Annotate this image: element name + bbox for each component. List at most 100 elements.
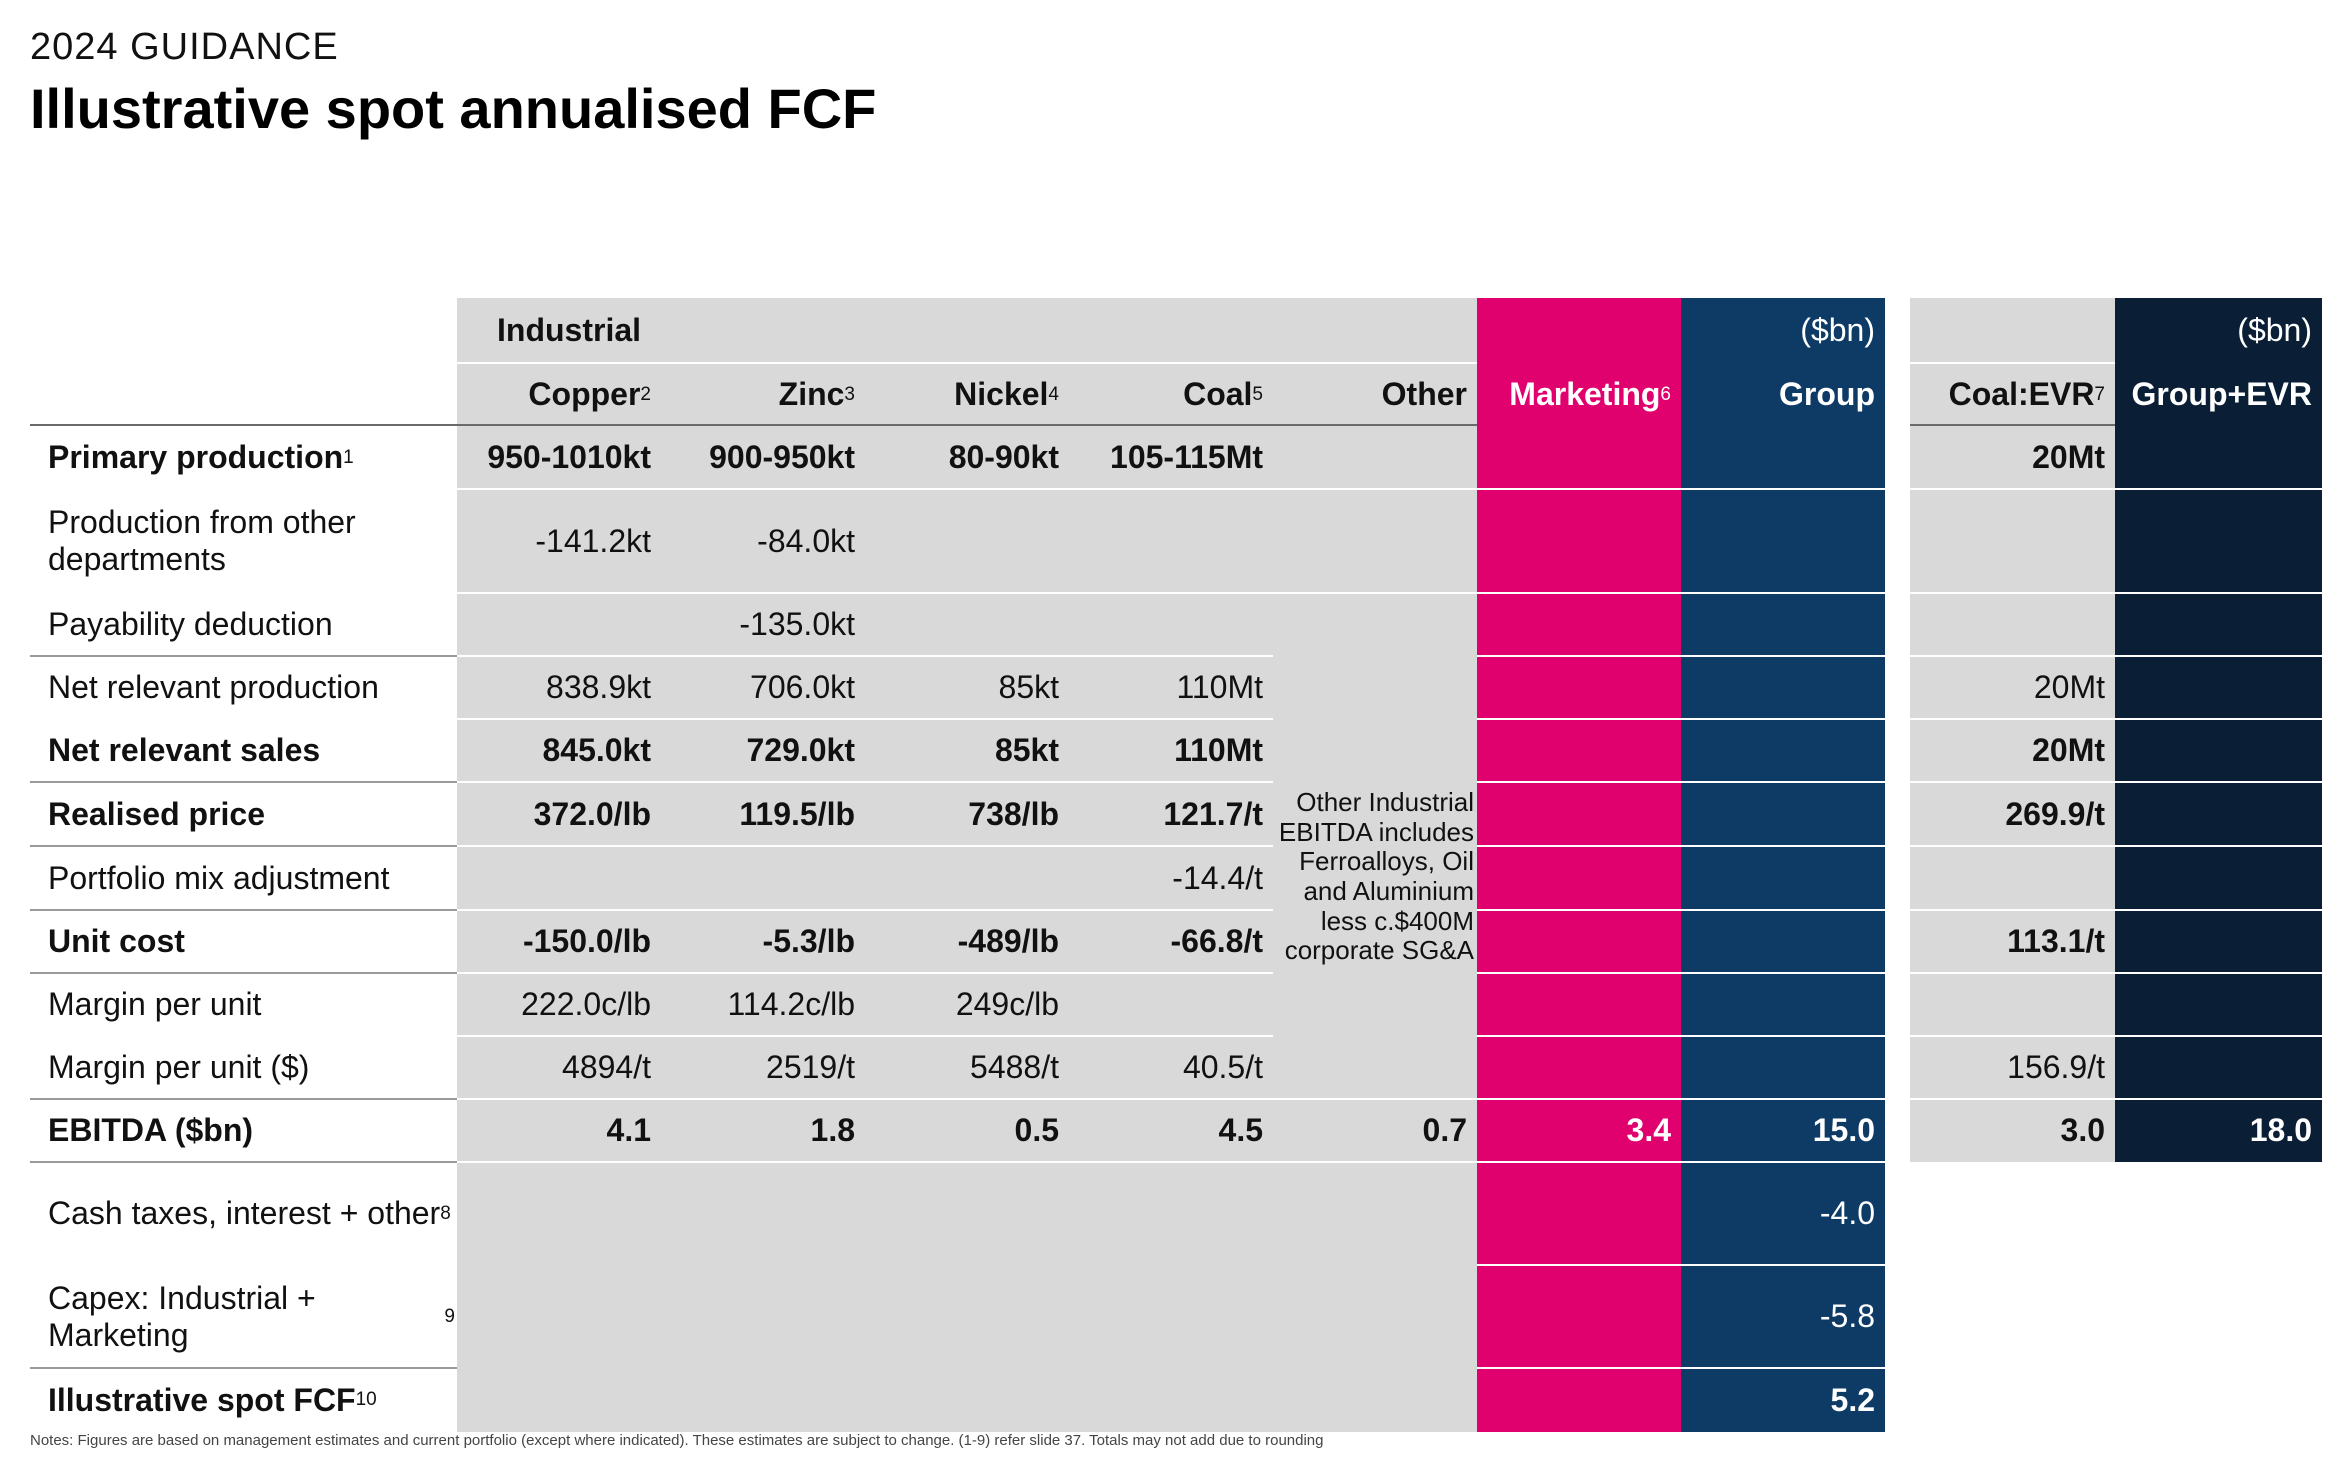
row-divider [1910, 655, 2115, 657]
header-unit-group: ($bn) [1800, 312, 1875, 349]
row-divider [2115, 1035, 2322, 1037]
row-label: Net relevant sales [48, 732, 321, 769]
row-label: Primary production 1 [48, 439, 354, 476]
table-cell-nickel: 0.5 [1014, 1112, 1059, 1149]
table-cell-group: 15.0 [1812, 1112, 1875, 1149]
table-cell-copper: 4894/t [562, 1049, 651, 1086]
row-divider [2115, 655, 2322, 657]
row-divider [1910, 488, 2115, 490]
column-background-zinc [661, 298, 865, 1432]
row-divider [457, 655, 1273, 657]
row-label: Cash taxes, interest + other 8 [48, 1195, 451, 1232]
row-divider [1910, 781, 2115, 783]
row-divider [1477, 655, 1885, 657]
table-cell-nickel: 85kt [998, 669, 1059, 706]
row-divider [1477, 1035, 1885, 1037]
table-cell-copper: -141.2kt [535, 522, 651, 559]
table-cell-copper: 4.1 [606, 1112, 651, 1149]
row-divider [30, 972, 457, 974]
column-header-marketing: Marketing 6 [1509, 376, 1671, 413]
table-cell-marketing: 3.4 [1626, 1112, 1671, 1149]
table-cell-zinc: 114.2c/lb [727, 986, 856, 1023]
table-cell-copper: 372.0/lb [533, 795, 651, 832]
row-divider [30, 845, 457, 847]
column-header-group: Group [1779, 376, 1875, 413]
row-divider [30, 655, 457, 657]
row-label: Payability deduction [48, 606, 333, 643]
column-header-group_evr: Group+EVR [2131, 376, 2312, 413]
row-divider [30, 909, 457, 911]
table-cell-nickel: -489/lb [957, 923, 1059, 960]
row-divider [1910, 972, 2115, 974]
page-title: Illustrative spot annualised FCF [30, 77, 877, 140]
column-background-nickel [865, 298, 1069, 1432]
column-background-copper [457, 298, 661, 1432]
row-label: Illustrative spot FCF 10 [48, 1381, 377, 1418]
table-cell-nickel: 85kt [994, 732, 1059, 769]
table-cell-coal_evr: 20Mt [2032, 439, 2105, 476]
column-header-coal: Coal 5 [1183, 376, 1263, 413]
row-label: Capex: Industrial + Marketing 9 [48, 1279, 455, 1353]
column-header-coal_evr: Coal:EVR 7 [1948, 376, 2105, 413]
header-unit-group-evr: ($bn) [2237, 312, 2312, 349]
table-cell-group: 5.2 [1830, 1381, 1875, 1418]
table-cell-group: -4.0 [1819, 1195, 1875, 1232]
table-cell-other: 0.7 [1422, 1112, 1467, 1149]
row-divider [457, 781, 1273, 783]
row-divider [2115, 488, 2322, 490]
table-cell-zinc: 1.8 [810, 1112, 855, 1149]
table-cell-zinc: 706.0kt [750, 669, 855, 706]
table-cell-group: -5.8 [1819, 1298, 1875, 1335]
table-cell-coal_evr: 3.0 [2060, 1112, 2105, 1149]
row-divider [1477, 488, 1885, 490]
column-background-coal [1069, 298, 1273, 1432]
row-divider [1477, 1098, 1885, 1100]
row-divider [1910, 909, 2115, 911]
table-cell-zinc: 119.5/lb [739, 795, 855, 832]
row-divider [1477, 845, 1885, 847]
header-bottom-rule [1910, 424, 2115, 426]
row-divider [30, 1098, 457, 1100]
header-bottom-rule [30, 424, 1477, 426]
row-label: Portfolio mix adjustment [48, 859, 390, 896]
row-divider [1477, 972, 1885, 974]
column-background-other [1273, 298, 1477, 1432]
row-label: Production from other departments [48, 504, 356, 577]
table-cell-coal: 110Mt [1174, 732, 1263, 769]
row-divider [1477, 909, 1885, 911]
header-industrial: Industrial [497, 312, 642, 349]
table-cell-nickel: 249c/lb [955, 986, 1059, 1023]
table-cell-coal_evr: 20Mt [2032, 732, 2105, 769]
row-divider [1477, 1367, 1885, 1369]
row-divider [457, 1098, 1477, 1100]
table-cell-zinc: 729.0kt [746, 732, 855, 769]
column-header-copper: Copper 2 [528, 376, 651, 413]
column-background-group_evr [2115, 298, 2322, 1162]
table-cell-zinc: -5.3/lb [762, 923, 855, 960]
column-header-zinc: Zinc 3 [778, 376, 855, 413]
row-divider [457, 1161, 1477, 1163]
row-divider [457, 718, 1273, 720]
row-divider [457, 1035, 1273, 1037]
table-cell-coal: 121.7/t [1163, 795, 1263, 832]
row-divider [2115, 972, 2322, 974]
row-divider [457, 972, 1273, 974]
row-divider [1477, 1161, 1885, 1163]
row-label: Net relevant production [48, 669, 379, 706]
column-header-nickel: Nickel 4 [954, 376, 1059, 413]
table-cell-zinc: 900-950kt [709, 439, 855, 476]
row-divider [2115, 845, 2322, 847]
table-cell-copper: 838.9kt [546, 669, 651, 706]
row-divider [30, 781, 457, 783]
header-divider [457, 362, 1477, 364]
row-divider [1910, 845, 2115, 847]
table-cell-coal_evr: 269.9/t [2005, 795, 2105, 832]
row-divider [457, 845, 1273, 847]
row-label: Margin per unit [48, 986, 262, 1023]
row-divider [1910, 1098, 2115, 1100]
row-divider [2115, 718, 2322, 720]
column-header-other: Other [1381, 376, 1467, 413]
row-divider [2115, 592, 2322, 594]
row-label: Margin per unit ($) [48, 1049, 310, 1086]
table-cell-coal_evr: 156.9/t [2007, 1049, 2105, 1086]
